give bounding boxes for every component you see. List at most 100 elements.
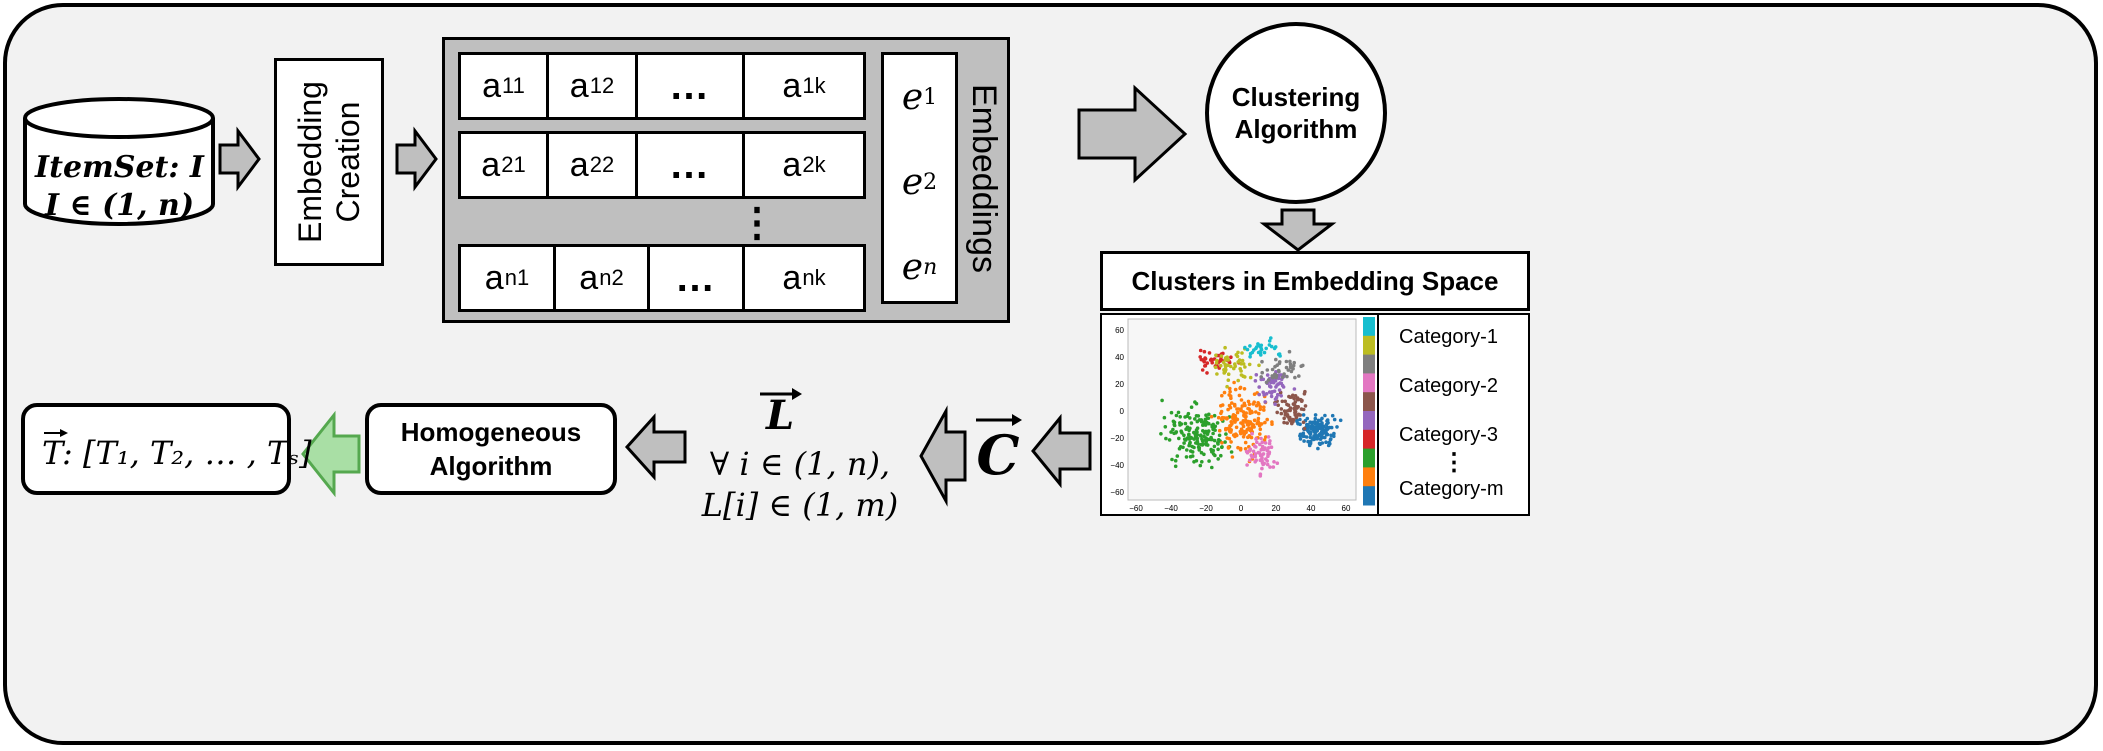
scatter-point	[1306, 423, 1310, 427]
scatter-point	[1257, 411, 1261, 416]
scatter-point	[1308, 420, 1312, 424]
scatter-point	[1263, 400, 1267, 404]
scatter-point	[1219, 354, 1224, 358]
scatter-point	[1220, 445, 1224, 449]
scatter-point	[1270, 420, 1274, 424]
scatter-point	[1207, 351, 1212, 355]
arrow-left-green	[301, 410, 361, 498]
scatter-point	[1306, 428, 1310, 433]
y-tick-label: 60	[1115, 326, 1124, 335]
y-tick-label: −40	[1110, 461, 1124, 470]
scatter-point	[1173, 464, 1178, 469]
scatter-point	[1292, 407, 1297, 411]
x-tick-label: −40	[1164, 504, 1178, 513]
scatter-point	[1248, 428, 1252, 433]
homogeneous-algorithm-box: Homogeneous Algorithm	[365, 403, 617, 495]
embedding-creation-line-1: Embedding	[292, 81, 329, 243]
scatter-point	[1217, 428, 1222, 433]
scatter-point	[1182, 433, 1186, 438]
scatter-point	[1167, 438, 1172, 442]
category-vertical-ellipsis: ⋮	[1442, 449, 1466, 476]
matrix-cell-nk: a nk	[742, 244, 866, 312]
scatter-point	[1277, 360, 1282, 364]
scatter-point	[1229, 440, 1233, 444]
output-list: : [T₁, T₂, … , Tₛ]	[62, 434, 312, 472]
scatter-point	[1289, 369, 1294, 374]
scatter-point	[1253, 454, 1258, 459]
scatter-point	[1320, 441, 1325, 445]
scatter-point	[1258, 350, 1262, 354]
output-box	[21, 403, 291, 495]
scatter-point	[1254, 458, 1258, 462]
scatter-point	[1327, 440, 1331, 445]
scatter-point	[1192, 430, 1196, 435]
scatter-point	[1213, 365, 1218, 370]
x-tick-label: 40	[1307, 504, 1316, 513]
scatter-point	[1244, 420, 1248, 424]
category-2-label: Category-2	[1399, 375, 1498, 397]
scatter-point	[1301, 420, 1306, 425]
scatter-point	[1224, 432, 1228, 436]
scatter-point	[1254, 437, 1258, 441]
scatter-point	[1223, 440, 1227, 444]
scatter-point	[1268, 439, 1272, 443]
scatter-point	[1223, 345, 1227, 350]
itemset-label-1: ItemSet: I	[35, 149, 204, 185]
scatter-point	[1244, 430, 1248, 434]
scatter-point	[1235, 354, 1240, 359]
scatter-point	[1262, 438, 1267, 442]
scatter-point	[1228, 394, 1233, 398]
scatter-point	[1243, 447, 1248, 451]
scatter-point	[1240, 404, 1245, 408]
scatter-point	[1246, 399, 1251, 404]
scatter-point	[1187, 433, 1191, 437]
scatter-point	[1236, 407, 1241, 411]
scatter-point	[1190, 450, 1195, 454]
scatter-point	[1239, 431, 1243, 436]
scatter-point	[1326, 443, 1331, 448]
scatter-point	[1242, 414, 1246, 418]
scatter-point	[1250, 431, 1254, 436]
scatter-point	[1189, 436, 1194, 440]
scatter-point	[1293, 375, 1297, 380]
l-vector-arrow	[760, 388, 802, 400]
scatter-point	[1215, 372, 1219, 376]
embeddings-label: Embeddings	[964, 83, 1003, 273]
scatter-point	[1267, 390, 1272, 394]
scatter-point	[1269, 336, 1273, 340]
scatter-point	[1263, 435, 1268, 439]
scatter-point	[1266, 435, 1271, 439]
scatter-point	[1243, 345, 1247, 350]
scatter-point	[1222, 390, 1227, 395]
matrix-cell-1k: a 1k	[742, 52, 866, 120]
scatter-point	[1226, 446, 1231, 450]
scatter-point	[1265, 417, 1269, 422]
scatter-point	[1251, 402, 1255, 406]
scatter-point	[1257, 385, 1261, 389]
scatter-point	[1226, 378, 1231, 382]
colorbar-swatch	[1363, 486, 1375, 506]
scatter-point	[1276, 368, 1281, 373]
output-vector-symbol: T	[42, 434, 64, 472]
scatter-point	[1239, 362, 1243, 366]
arrow-right-1	[218, 126, 261, 192]
scatter-point	[1239, 398, 1244, 402]
scatter-point	[1295, 414, 1299, 418]
scatter-point	[1298, 413, 1302, 417]
matrix-cell-n-ellipsis: …	[647, 244, 745, 312]
scatter-point	[1256, 343, 1261, 347]
scatter-point	[1273, 345, 1278, 349]
scatter-point	[1270, 375, 1275, 380]
scatter-point	[1301, 433, 1305, 438]
scatter-point	[1291, 363, 1296, 368]
scatter-point	[1308, 439, 1313, 444]
scatter-point	[1329, 433, 1333, 438]
scatter-point	[1252, 392, 1257, 396]
scatter-point	[1255, 440, 1259, 445]
x-tick-label: 0	[1239, 504, 1244, 513]
scatter-point	[1328, 438, 1333, 442]
scatter-point	[1280, 375, 1285, 379]
scatter-point	[1204, 441, 1208, 446]
scatter-point	[1194, 428, 1199, 432]
